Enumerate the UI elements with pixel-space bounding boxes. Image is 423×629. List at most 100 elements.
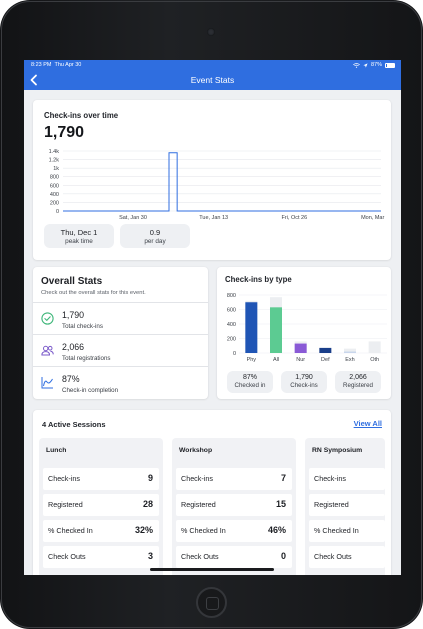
checkins-line-chart: 0 200 400 600 800 1k 1.2k 1.4k Sat, Jan 30 Tue, J… — [49, 149, 385, 221]
front-camera — [207, 28, 215, 36]
home-button[interactable] — [196, 587, 227, 618]
row-label: Check-ins — [48, 474, 80, 483]
registered-pill: 2,066 Registered — [335, 371, 381, 393]
x-tick-label: Tue, Jan 13 — [199, 215, 228, 221]
pill-label: Checked in — [234, 382, 266, 389]
registered-bar — [344, 348, 356, 353]
session-row-checkins: Check-ins 7 — [176, 468, 292, 490]
x-tick-label: Exh — [345, 357, 354, 363]
row-label: % Checked In — [48, 526, 93, 535]
x-tick-label: All — [273, 357, 279, 363]
checkins-by-type-bar-chart: 0 200 400 600 800 Phy All Nur Def Exh Oth — [227, 293, 387, 363]
row-label: Registered — [181, 500, 216, 509]
trend-chart-icon — [41, 377, 53, 389]
session-row-percent: % Checked In 46% — [176, 520, 292, 542]
x-tick-label: Mon, Mar 9 — [361, 215, 385, 221]
y-tick-label: 800 — [227, 293, 236, 299]
session-name: Workshop — [179, 447, 213, 454]
stat-value: 87% — [62, 374, 80, 384]
session-row-percent: % Checked In 32% — [43, 520, 159, 542]
page-title: Event Stats — [190, 75, 235, 85]
peak-time-value: Thu, Dec 1 — [60, 228, 98, 237]
session-card-lunch[interactable]: Lunch Check-ins 9 Registered 28 % Checke… — [39, 438, 163, 575]
session-row-checkouts: Check Outs 3 — [43, 546, 159, 568]
app-screen: 8:23 PM Thu Apr 30 87% Event Stat — [24, 60, 401, 575]
row-value: 3 — [147, 551, 153, 561]
pill-value: 2,066 — [349, 374, 367, 381]
row-label: Check-ins — [314, 474, 346, 483]
session-card-rn-symposium[interactable]: RN Symposium Check-ins Registered % Chec… — [305, 438, 385, 575]
y-tick-label: 600 — [227, 308, 236, 314]
stat-label: Total check-ins — [62, 323, 103, 330]
peak-time-label: peak time — [65, 238, 93, 245]
session-row-registered: Registered — [309, 494, 385, 516]
checkins-bar — [319, 347, 332, 353]
row-label: Check Outs — [314, 552, 352, 561]
stat-label: Total registrations — [62, 355, 111, 362]
series-line — [63, 152, 381, 212]
checkins-pill: 1,790 Check-ins — [281, 371, 327, 393]
total-checkins-number: 1,790 — [44, 124, 85, 141]
status-date: Thu Apr 30 — [54, 62, 82, 68]
row-label: Registered — [48, 500, 83, 509]
y-tick-label: 1k — [53, 166, 59, 172]
checkins-bar — [270, 307, 282, 353]
x-tick-label: Sat, Jan 30 — [119, 215, 147, 221]
pill-value: 1,790 — [295, 374, 313, 381]
stat-value: 1,790 — [62, 310, 85, 320]
row-label: Check Outs — [48, 552, 86, 561]
pill-label: Registered — [343, 382, 373, 389]
row-label: Check Outs — [181, 552, 219, 561]
stat-row-registrations: 2,066 Total registrations — [33, 334, 208, 366]
pill-label: Check-ins — [290, 382, 318, 389]
wifi-icon — [353, 62, 360, 68]
battery-icon — [385, 62, 395, 68]
home-indicator — [150, 568, 274, 571]
sessions-title: 4 Active Sessions — [42, 420, 106, 429]
y-tick-label: 0 — [56, 209, 59, 215]
overall-stats-title: Overall Stats — [41, 276, 103, 287]
stat-label: Check-in completion — [62, 387, 119, 394]
stat-value: 2,066 — [62, 342, 85, 352]
row-value: 46% — [267, 525, 286, 535]
checkins-by-type-card: Check-ins by type 0 200 400 600 800 Phy All Nur… — [217, 267, 391, 399]
per-day-value: 0.9 — [149, 228, 161, 237]
y-tick-label: 200 — [50, 200, 59, 206]
row-value: 32% — [134, 525, 153, 535]
check-circle-icon — [41, 312, 54, 325]
row-value: 28 — [142, 499, 153, 509]
nav-bar: Event Stats — [24, 70, 401, 90]
location-icon — [363, 62, 368, 68]
y-tick-label: 600 — [50, 183, 59, 189]
row-label: % Checked In — [314, 526, 359, 535]
session-row-percent: % Checked In — [309, 520, 385, 542]
status-bar: 8:23 PM Thu Apr 30 87% — [24, 60, 401, 70]
y-tick-label: 400 — [50, 192, 59, 198]
session-card-workshop[interactable]: Workshop Check-ins 7 Registered 15 % Che… — [172, 438, 296, 575]
y-tick-label: 1.2k — [49, 158, 60, 164]
overall-stats-subtitle: Check out the overall stats for this eve… — [41, 290, 146, 296]
card-title: Check-ins over time — [44, 111, 119, 120]
session-row-checkins: Check-ins 9 — [43, 468, 159, 490]
checkins-bar — [245, 302, 258, 353]
per-day-label: per day — [144, 238, 166, 245]
active-sessions-card: 4 Active Sessions View All Lunch Check-i… — [33, 410, 391, 575]
session-row-checkouts: Check Outs — [309, 546, 385, 568]
session-name: Lunch — [46, 447, 67, 454]
y-tick-label: 400 — [227, 322, 236, 328]
back-chevron-icon[interactable] — [27, 72, 41, 88]
registered-bar — [368, 341, 381, 353]
battery-percent: 87% — [370, 62, 382, 68]
x-tick-label: Phy — [247, 357, 257, 363]
pill-value: 87% — [242, 374, 257, 381]
view-all-link[interactable]: View All — [353, 419, 382, 428]
row-label: Registered — [314, 500, 349, 509]
checked-in-pill: 87% Checked in — [227, 371, 273, 393]
x-tick-label: Nur — [296, 357, 305, 363]
users-icon — [41, 345, 54, 356]
stat-row-completion: 87% Check-in completion — [33, 366, 208, 398]
checkins-over-time-card: Check-ins over time 1,790 0 200 400 600 800 1… — [33, 100, 391, 260]
session-row-checkouts: Check Outs 0 — [176, 546, 292, 568]
